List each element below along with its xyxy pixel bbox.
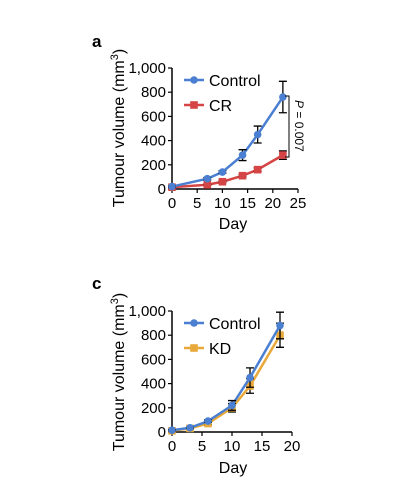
data-point: [238, 171, 247, 180]
y-tick-label: 800: [141, 84, 166, 101]
legend-item-cr: CR: [184, 98, 232, 115]
data-point: [218, 168, 227, 176]
data-point: [246, 373, 254, 382]
data-point: [168, 426, 176, 434]
legend-label: Control: [209, 316, 261, 333]
bracket-line: [285, 95, 290, 158]
y-tick-label: 200: [141, 157, 166, 174]
legend-item-control: Control: [184, 73, 261, 90]
significance-bracket-a: P = 0.007: [285, 95, 306, 158]
x-tick-label: 15: [254, 438, 271, 455]
data-point: [279, 93, 287, 101]
data-point: [253, 130, 262, 139]
legend-label: KD: [209, 341, 231, 358]
y-tick-label: 0: [158, 424, 166, 441]
legend-label: Control: [209, 73, 261, 90]
x-tick-label: 0: [168, 438, 176, 455]
y-tick-label: 400: [141, 376, 166, 393]
x-tick-label: 20: [284, 438, 301, 455]
x-axis-a: 0 5 10 15 20 25: [168, 188, 307, 212]
series-control: [168, 80, 287, 191]
panel-letter-c: c: [92, 274, 101, 293]
y-axis-title-c: Tumour volume (mm3): [109, 293, 128, 451]
y-tick-label: 0: [158, 181, 166, 198]
series-line: [171, 96, 284, 188]
data-point: [279, 151, 287, 159]
y-tick-label: 600: [141, 108, 166, 125]
series-kd: [168, 322, 284, 435]
data-point: [218, 177, 227, 186]
y-tick-label: 800: [141, 327, 166, 344]
x-tick-label: 20: [264, 195, 281, 212]
panel-letter-a: a: [92, 32, 102, 51]
x-tick-label: 15: [239, 195, 256, 212]
y-tick-label: 1,000: [128, 60, 166, 77]
data-point: [228, 401, 236, 410]
data-point: [204, 417, 212, 425]
data-point: [203, 174, 212, 183]
panel-c: c Tumour volume (mm3) Day 02004006008001…: [92, 274, 300, 477]
legend-marker: [190, 319, 198, 327]
series-control: [168, 311, 284, 434]
x-tick-label: 25: [290, 195, 307, 212]
x-tick-label: 5: [198, 438, 206, 455]
y-tick-label: 200: [141, 400, 166, 417]
x-tick-label: 10: [214, 195, 231, 212]
y-axis-title-a: Tumour volume (mm3): [109, 49, 128, 207]
data-point: [203, 180, 212, 189]
legend-c: Control KD: [184, 316, 261, 358]
y-tick-label: 1,000: [128, 303, 166, 320]
data-point: [186, 423, 194, 432]
data-point: [276, 321, 284, 330]
x-tick-label: 10: [224, 438, 241, 455]
panel-a: a Tumour volume (mm3) Day 02004006008001…: [92, 32, 306, 233]
legend-item-control: Control: [184, 316, 261, 333]
data-point: [253, 165, 262, 174]
y-axis-a: 0 200 400 600 800 1,000: [128, 60, 173, 198]
series-line: [171, 154, 284, 189]
legend-marker: [190, 76, 198, 84]
y-tick-label: 400: [141, 133, 166, 150]
x-axis-title-c: Day: [219, 460, 247, 477]
p-value-label: P = 0.007: [292, 100, 306, 152]
y-axis-c: 0 200 400 600 800 1,000: [128, 303, 173, 441]
legend-label: CR: [209, 98, 232, 115]
x-axis-title-a: Day: [219, 216, 247, 233]
x-axis-c: 0 5 10 15 20: [168, 431, 301, 455]
data-point: [238, 151, 247, 159]
legend-a: Control CR: [184, 73, 261, 115]
legend-marker: [190, 344, 198, 352]
x-tick-label: 5: [193, 195, 201, 212]
legend-marker: [190, 101, 198, 109]
y-tick-label: 600: [141, 351, 166, 368]
x-tick-label: 0: [168, 195, 176, 212]
data-point: [168, 182, 176, 191]
legend-item-kd: KD: [184, 341, 231, 358]
series-cr: [168, 150, 287, 191]
